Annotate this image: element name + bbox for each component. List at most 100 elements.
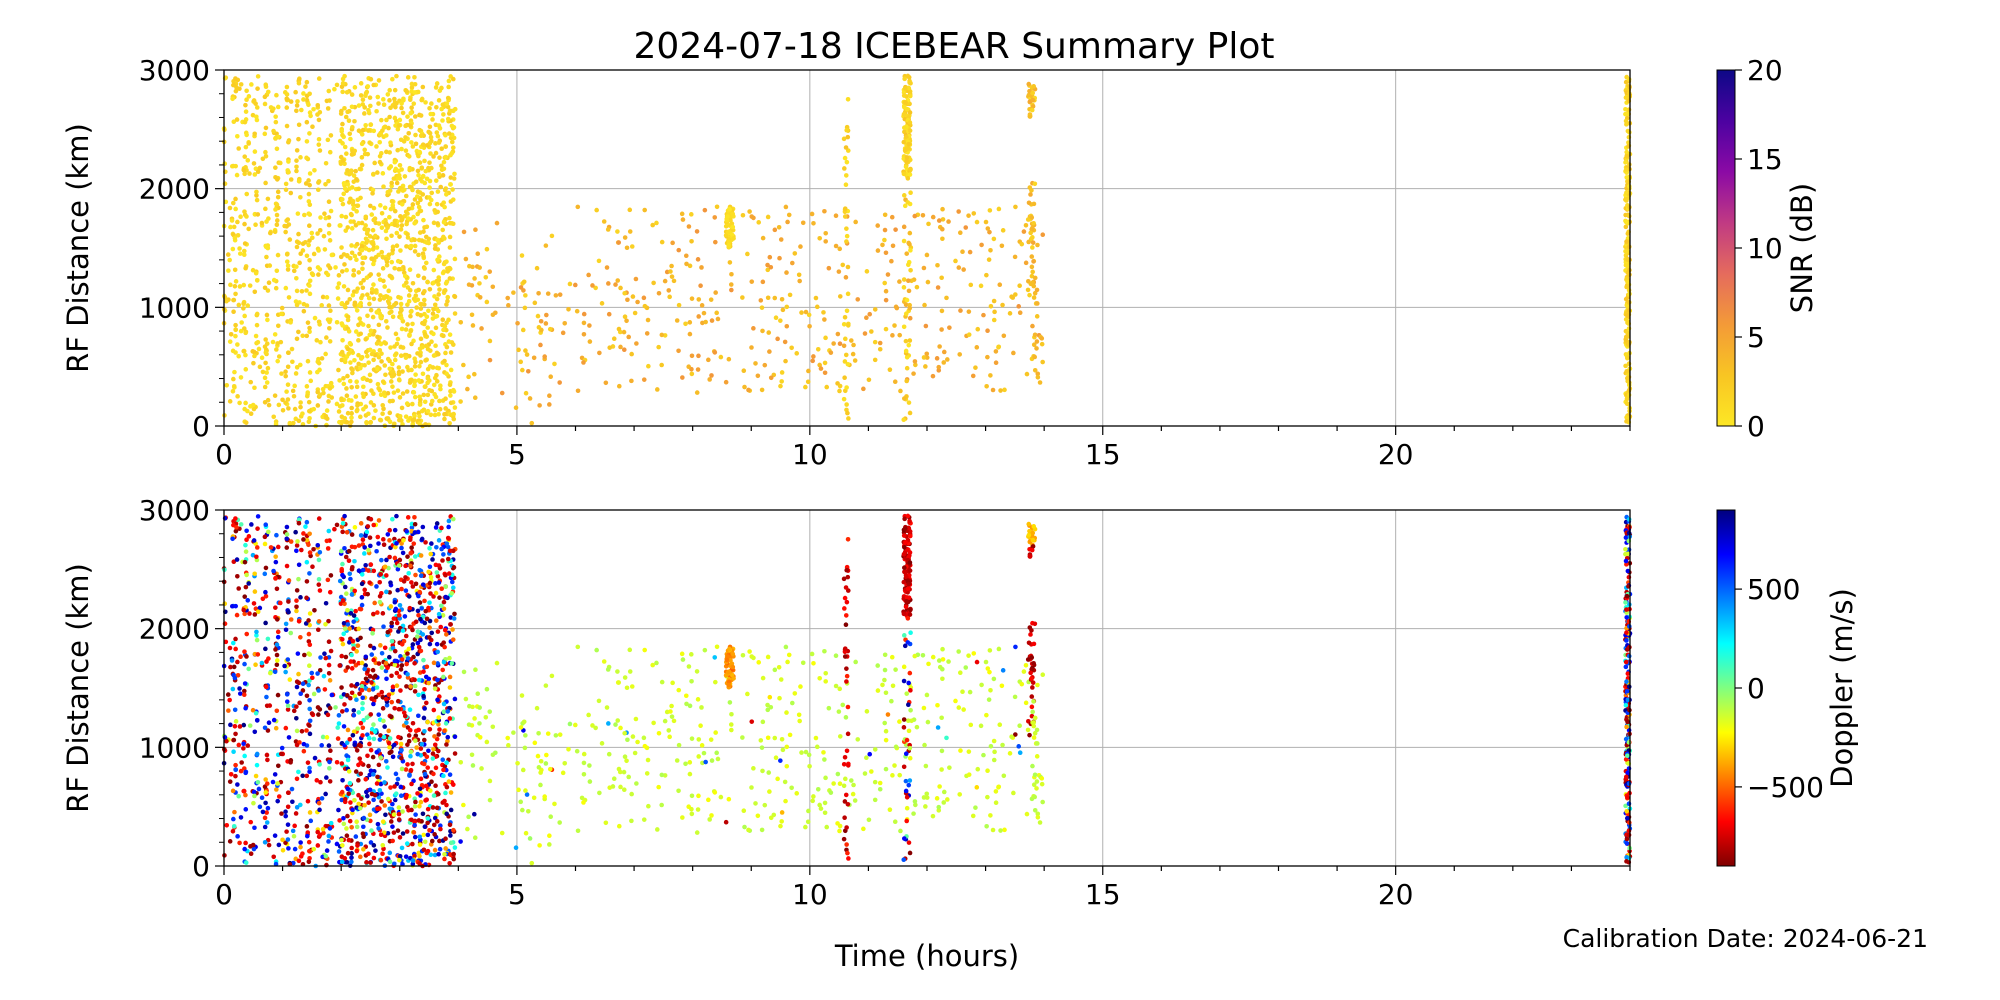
snr-point: [1625, 128, 1631, 134]
snr-point: [294, 288, 300, 294]
snr-point: [901, 139, 907, 145]
doppler-point: [345, 813, 350, 819]
doppler-point: [349, 690, 355, 696]
snr-point: [264, 219, 269, 224]
doppler-point: [338, 601, 344, 606]
snr-point: [800, 220, 806, 226]
doppler-point: [348, 611, 354, 616]
doppler-point: [872, 797, 878, 803]
snr-point: [233, 206, 238, 212]
snr-point: [997, 282, 1003, 288]
snr-point: [901, 238, 907, 244]
doppler-point: [451, 616, 457, 621]
snr-point: [439, 146, 444, 152]
snr-point: [352, 118, 357, 124]
snr-point: [1623, 262, 1629, 268]
doppler-point: [355, 643, 361, 648]
snr-point: [1030, 104, 1036, 109]
doppler-point: [326, 528, 332, 534]
doppler-point: [250, 842, 256, 848]
snr-point: [390, 76, 395, 82]
snr-point: [659, 239, 665, 245]
doppler-point: [410, 627, 415, 633]
snr-point: [285, 217, 291, 222]
snr-point: [444, 371, 450, 377]
snr-point: [371, 205, 377, 211]
snr-point: [409, 85, 415, 90]
snr-point: [403, 355, 409, 360]
snr-point: [373, 254, 379, 260]
doppler-point: [843, 776, 848, 782]
snr-point: [317, 392, 323, 398]
doppler-point: [417, 600, 423, 605]
doppler-point: [275, 781, 280, 786]
snr-point: [444, 320, 449, 326]
doppler-point: [273, 647, 278, 652]
snr-point: [1023, 222, 1029, 228]
snr-point: [427, 160, 432, 165]
snr-point: [363, 214, 369, 220]
doppler-point: [280, 847, 286, 853]
snr-point: [357, 251, 362, 257]
doppler-point: [264, 659, 269, 664]
snr-point: [403, 327, 409, 332]
doppler-point: [294, 742, 300, 748]
doppler-point: [970, 813, 976, 819]
snr-point: [418, 306, 424, 311]
doppler-point: [1007, 751, 1013, 756]
doppler-point: [316, 800, 322, 806]
doppler-point: [312, 607, 317, 613]
snr-point: [787, 292, 793, 298]
doppler-point: [376, 762, 382, 768]
snr-point: [813, 295, 819, 301]
doppler-point: [294, 543, 300, 548]
doppler-point: [446, 779, 452, 784]
snr-point: [233, 163, 238, 169]
doppler-point: [423, 798, 428, 803]
snr-point: [1627, 380, 1632, 385]
doppler-point: [357, 606, 363, 612]
snr-point: [784, 304, 790, 310]
snr-point: [274, 146, 280, 152]
doppler-point: [413, 619, 419, 625]
snr-point: [293, 299, 299, 304]
doppler-point: [233, 603, 238, 609]
snr-point: [448, 350, 454, 355]
snr-point: [412, 382, 417, 388]
snr-point: [394, 243, 400, 249]
doppler-point: [334, 522, 340, 528]
doppler-point: [376, 661, 382, 666]
snr-point: [441, 234, 446, 240]
doppler-point: [373, 673, 378, 679]
doppler-point: [265, 805, 271, 811]
doppler-point: [798, 684, 803, 689]
doppler-point: [399, 663, 405, 668]
doppler-point: [479, 766, 484, 771]
snr-point: [387, 419, 393, 425]
doppler-point: [316, 619, 322, 624]
doppler-point: [251, 601, 257, 606]
snr-point: [389, 233, 394, 239]
snr-point: [323, 413, 329, 419]
snr-point: [231, 376, 236, 382]
snr-point: [356, 302, 362, 308]
doppler-point: [275, 634, 281, 640]
snr-point: [1034, 314, 1040, 319]
doppler-point: [238, 522, 244, 527]
snr-point: [320, 294, 326, 300]
doppler-point: [864, 709, 870, 714]
snr-point: [1034, 287, 1040, 293]
snr-point: [712, 350, 718, 355]
snr-point: [903, 86, 908, 91]
doppler-point: [223, 639, 229, 645]
snr-point: [611, 336, 617, 342]
snr-point: [345, 317, 351, 323]
doppler-point: [392, 742, 397, 748]
snr-point: [547, 402, 552, 407]
doppler-point: [358, 796, 364, 801]
snr-point: [837, 383, 843, 389]
doppler-point: [283, 669, 288, 675]
doppler-point: [484, 686, 490, 692]
snr-point: [349, 415, 354, 420]
